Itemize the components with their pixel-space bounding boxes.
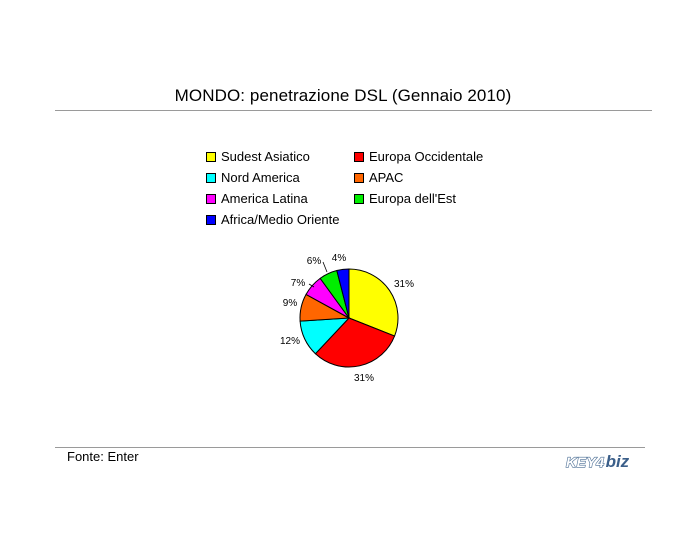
slice-percent-label: 7% (291, 278, 306, 289)
slice-percent-label: 9% (283, 298, 298, 309)
logo-key-text: KEY4 (565, 453, 605, 470)
pie-slice (336, 268, 350, 319)
slice-percent-label: 4% (332, 253, 347, 264)
legend-label: APAC (369, 170, 404, 185)
top-divider (55, 110, 652, 111)
legend-swatch (206, 193, 216, 204)
legend-item: Sudest Asiatico (206, 146, 354, 167)
legend-item: APAC (354, 167, 514, 188)
legend-label: Nord America (221, 170, 300, 185)
chart-title: MONDO: penetrazione DSL (Gennaio 2010) (174, 86, 512, 105)
legend-swatch (354, 193, 364, 204)
legend-swatch (206, 151, 216, 162)
legend-item: Nord America (206, 167, 354, 188)
pie-slice (348, 268, 399, 337)
legend-swatch (354, 151, 364, 162)
chart-legend: Sudest Asiatico Europa Occidentale Nord Am… (206, 146, 526, 230)
leader-line (322, 261, 328, 273)
legend-label: Europa dell'Est (369, 191, 457, 206)
legend-item: Europa dell'Est (354, 188, 514, 209)
key4biz-logo: KEY4 biz (565, 452, 630, 472)
slice-percent-label: 6% (307, 256, 322, 267)
legend-swatch (206, 172, 216, 183)
slice-percent-label: 12% (280, 336, 300, 347)
legend-label: Sudest Asiatico (221, 149, 310, 164)
legend-label: Africa/Medio Oriente (221, 212, 340, 227)
legend-label: America Latina (221, 191, 308, 206)
legend-label: Europa Occidentale (369, 149, 484, 164)
legend-item: Africa/Medio Oriente (206, 209, 354, 230)
slice-percent-label: 31% (394, 279, 414, 290)
logo-biz-text: biz (605, 452, 630, 471)
slice-percent-label: 31% (354, 373, 374, 384)
leader-line (308, 283, 315, 288)
bottom-divider (55, 447, 645, 448)
legend-item: America Latina (206, 188, 354, 209)
pie-slice (314, 317, 396, 368)
legend-swatch (354, 172, 364, 183)
legend-item: Europa Occidentale (354, 146, 514, 167)
source-note: Fonte: Enter (67, 449, 139, 464)
legend-swatch (206, 214, 216, 225)
